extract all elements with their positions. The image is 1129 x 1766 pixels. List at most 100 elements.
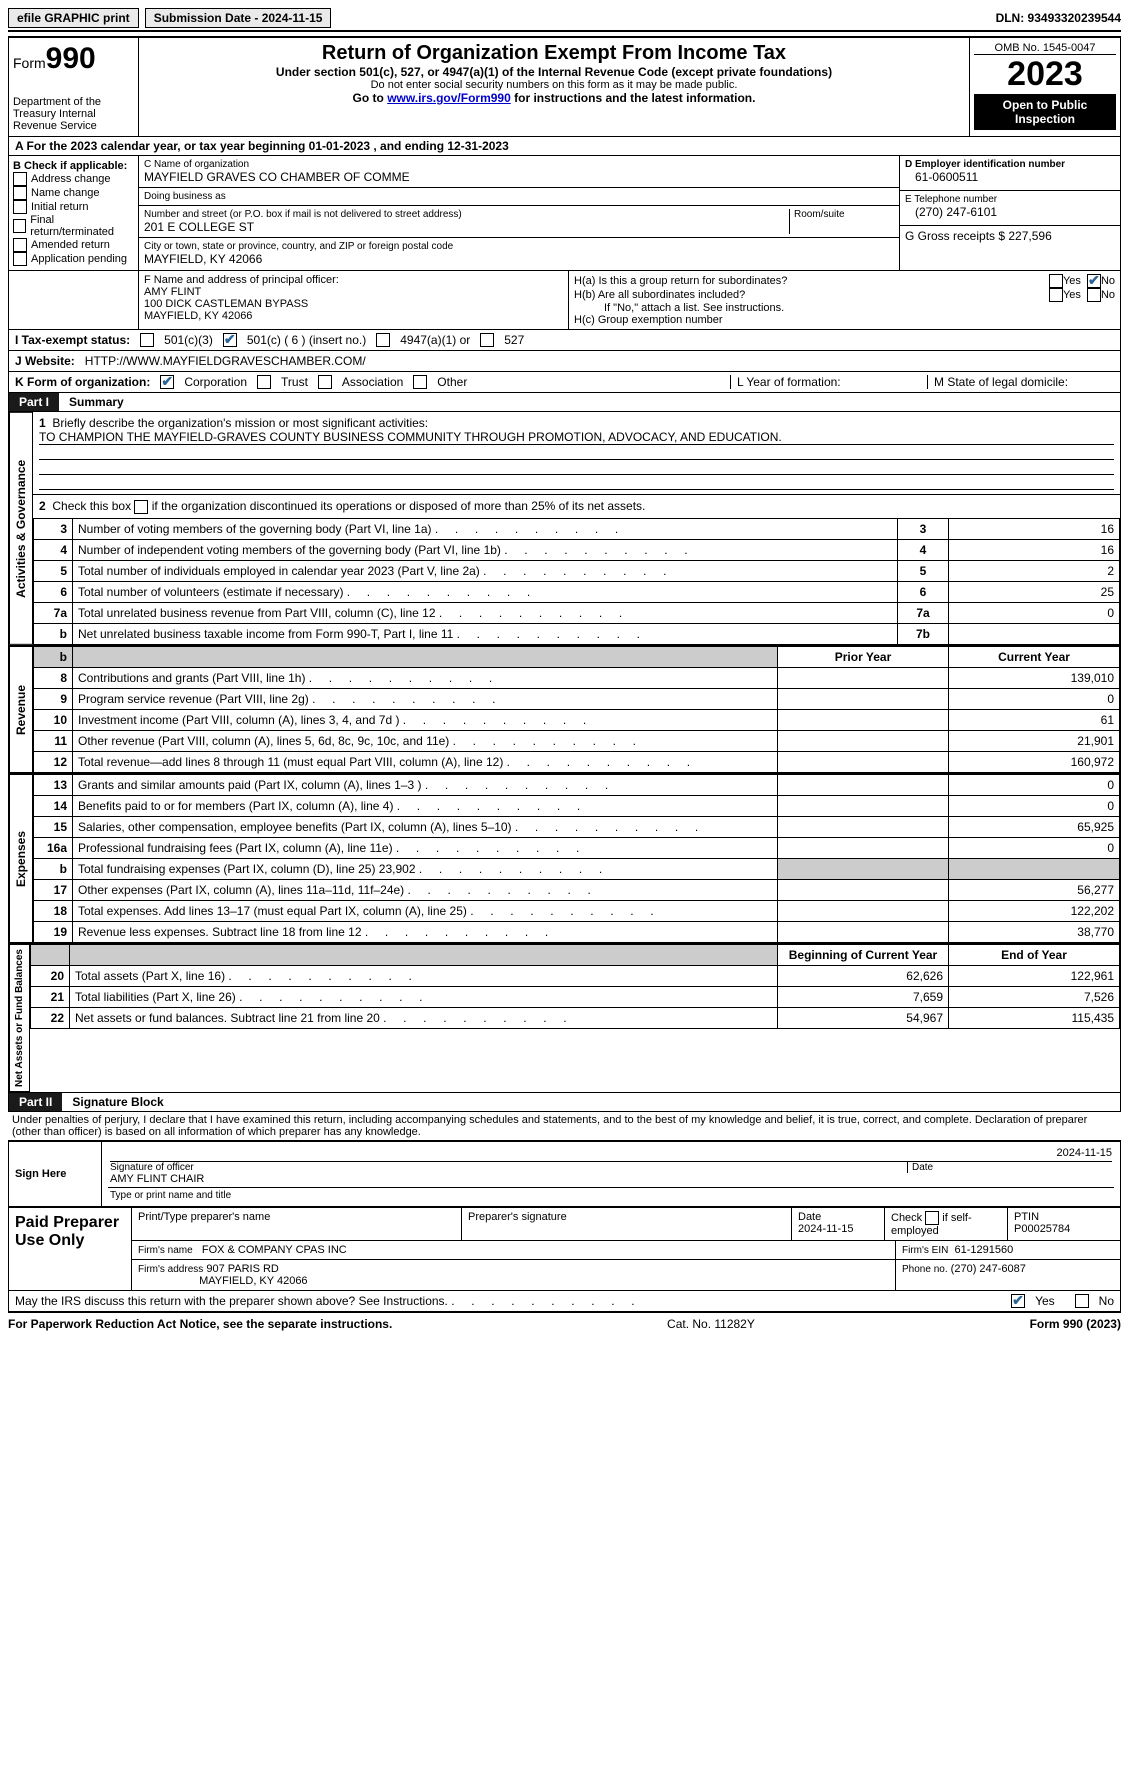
firm-ein: 61-1291560	[954, 1244, 1013, 1256]
firm-phone: (270) 247-6087	[951, 1263, 1026, 1275]
row-j-website: J Website: HTTP://WWW.MAYFIELDGRAVESCHAM…	[8, 351, 1121, 372]
block-bcd: B Check if applicable: Address change Na…	[8, 156, 1121, 271]
form-header: Form990 Department of the Treasury Inter…	[8, 36, 1121, 137]
org-name: MAYFIELD GRAVES CO CHAMBER OF COMME	[144, 170, 894, 184]
city-value: MAYFIELD, KY 42066	[144, 252, 894, 266]
form-org-label: K Form of organization:	[15, 375, 150, 389]
table-row: 4Number of independent voting members of…	[34, 539, 1120, 560]
declaration: Under penalties of perjury, I declare th…	[8, 1112, 1121, 1140]
signature-block: Sign Here 2024-11-15 Signature of office…	[8, 1140, 1121, 1208]
gov-table: 3Number of voting members of the governi…	[33, 518, 1120, 645]
vlabel-expenses: Expenses	[9, 774, 33, 943]
footer-left: For Paperwork Reduction Act Notice, see …	[8, 1317, 392, 1331]
vlabel-revenue: Revenue	[9, 646, 33, 773]
footer-right: Form 990 (2023)	[1030, 1317, 1121, 1331]
cb-name-change[interactable]: Name change	[13, 186, 134, 200]
part1-rev: Revenue bPrior YearCurrent Year 8Contrib…	[8, 646, 1121, 774]
table-row: 18Total expenses. Add lines 13–17 (must …	[34, 900, 1120, 921]
cb-application-pending[interactable]: Application pending	[13, 252, 134, 266]
cb-501c[interactable]	[223, 333, 237, 347]
cb-association[interactable]	[318, 375, 332, 389]
box-f: F Name and address of principal officer:…	[139, 271, 569, 329]
form-number-cell: Form990 Department of the Treasury Inter…	[9, 38, 139, 136]
cb-trust[interactable]	[257, 375, 271, 389]
net-table: Beginning of Current YearEnd of Year 20T…	[30, 944, 1120, 1029]
table-row: 8Contributions and grants (Part VIII, li…	[34, 667, 1120, 688]
mission-text: TO CHAMPION THE MAYFIELD-GRAVES COUNTY B…	[39, 430, 1114, 445]
type-name-label: Type or print name and title	[108, 1188, 1114, 1203]
form-subtitle: Under section 501(c), 527, or 4947(a)(1)…	[143, 65, 965, 79]
cb-amended-return[interactable]: Amended return	[13, 238, 134, 252]
cb-527[interactable]	[480, 333, 494, 347]
hb-note: If "No," attach a list. See instructions…	[574, 302, 1115, 314]
part2-title: Signature Block	[62, 1093, 173, 1111]
discuss-row: May the IRS discuss this return with the…	[8, 1291, 1121, 1312]
dba-label: Doing business as	[144, 191, 894, 202]
omb-number: OMB No. 1545-0047	[974, 42, 1116, 55]
box-h: H(a) Is this a group return for subordin…	[569, 271, 1120, 329]
cb-501c3[interactable]	[140, 333, 154, 347]
footer-mid: Cat. No. 11282Y	[667, 1317, 755, 1331]
box-c: C Name of organization MAYFIELD GRAVES C…	[139, 156, 900, 270]
table-row: 6Total number of volunteers (estimate if…	[34, 581, 1120, 602]
row-a-tax-year: A For the 2023 calendar year, or tax yea…	[8, 137, 1121, 156]
officer-label: F Name and address of principal officer:	[144, 274, 563, 286]
cb-address-change[interactable]: Address change	[13, 172, 134, 186]
cb-corporation[interactable]	[160, 375, 174, 389]
vlabel-net-assets: Net Assets or Fund Balances	[9, 944, 30, 1092]
form-title: Return of Organization Exempt From Incom…	[143, 42, 965, 65]
year-cell: OMB No. 1545-0047 2023 Open to Public In…	[970, 38, 1120, 136]
cb-discontinued[interactable]	[134, 500, 148, 514]
dept-label: Department of the Treasury Internal Reve…	[13, 96, 134, 132]
table-row: 12Total revenue—add lines 8 through 11 (…	[34, 751, 1120, 772]
cb-4947[interactable]	[376, 333, 390, 347]
cb-other[interactable]	[413, 375, 427, 389]
paid-preparer-label: Paid Preparer Use Only	[9, 1208, 132, 1290]
irs-link[interactable]: www.irs.gov/Form990	[387, 91, 511, 105]
table-row: 7aTotal unrelated business revenue from …	[34, 602, 1120, 623]
cb-self-employed[interactable]	[925, 1211, 939, 1225]
ha-no-cb[interactable]	[1087, 274, 1101, 288]
efile-print-button[interactable]: efile GRAPHIC print	[8, 8, 139, 28]
ha-label: H(a) Is this a group return for subordin…	[574, 275, 1049, 287]
firm-addr2: MAYFIELD, KY 42066	[199, 1275, 307, 1287]
ha-yes-cb[interactable]	[1049, 274, 1063, 288]
cb-initial-return[interactable]: Initial return	[13, 200, 134, 214]
ein-label: D Employer identification number	[905, 159, 1115, 170]
block-fh: F Name and address of principal officer:…	[8, 271, 1121, 330]
row-klm: K Form of organization: Corporation Trus…	[8, 372, 1121, 393]
cb-final-return[interactable]: Final return/terminated	[13, 214, 134, 238]
form-prefix: Form	[13, 55, 46, 71]
q2: Check this box if the organization disco…	[52, 499, 645, 513]
part1-net: Net Assets or Fund Balances Beginning of…	[8, 944, 1121, 1093]
officer-addr2: MAYFIELD, KY 42066	[144, 310, 563, 322]
submission-date-button[interactable]: Submission Date - 2024-11-15	[145, 8, 332, 28]
form-number: 990	[46, 42, 96, 75]
tax-year: 2023	[974, 55, 1116, 94]
ein-value: 61-0600511	[905, 170, 1115, 184]
ptin: P00025784	[1014, 1223, 1070, 1235]
prep-sig-label: Preparer's signature	[462, 1208, 792, 1240]
room-label: Room/suite	[794, 209, 894, 220]
officer-addr1: 100 DICK CASTLEMAN BYPASS	[144, 298, 563, 310]
discuss-yes-cb[interactable]	[1011, 1294, 1025, 1308]
state-domicile: M State of legal domicile:	[927, 375, 1114, 389]
self-employed: Check if self-employed	[885, 1208, 1008, 1240]
q1: Briefly describe the organization's miss…	[52, 416, 428, 430]
part1-exp: Expenses 13Grants and similar amounts pa…	[8, 774, 1121, 944]
goto-line: Go to www.irs.gov/Form990 for instructio…	[143, 91, 965, 105]
vlabel-governance: Activities & Governance	[9, 412, 33, 645]
phone-value: (270) 247-6101	[905, 205, 1115, 219]
discuss-no-cb[interactable]	[1075, 1294, 1089, 1308]
page-footer: For Paperwork Reduction Act Notice, see …	[8, 1312, 1121, 1331]
table-row: 22Net assets or fund balances. Subtract …	[31, 1007, 1120, 1028]
table-row: 11Other revenue (Part VIII, column (A), …	[34, 730, 1120, 751]
row-i-tax-exempt: I Tax-exempt status: 501(c)(3) 501(c) ( …	[8, 330, 1121, 351]
table-row: 14Benefits paid to or for members (Part …	[34, 795, 1120, 816]
title-cell: Return of Organization Exempt From Incom…	[139, 38, 970, 136]
street-label: Number and street (or P.O. box if mail i…	[144, 209, 789, 220]
website-value: HTTP://WWW.MAYFIELDGRAVESCHAMBER.COM/	[85, 354, 366, 368]
hb-no-cb[interactable]	[1087, 288, 1101, 302]
hb-yes-cb[interactable]	[1049, 288, 1063, 302]
part2-label: Part II	[9, 1093, 62, 1111]
